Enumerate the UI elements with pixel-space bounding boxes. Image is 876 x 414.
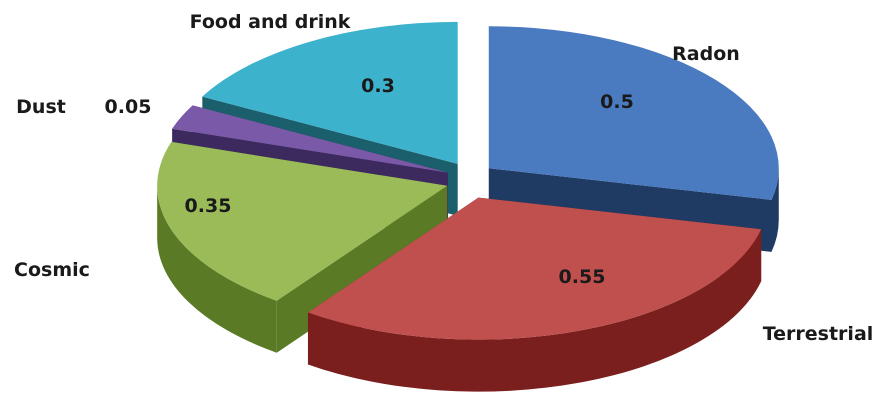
data-label-terrestrial: 0.55	[559, 266, 606, 288]
legend-label-terrestrial: Terrestrial	[763, 323, 874, 345]
slice-radon-top	[488, 26, 779, 200]
slice-cosmic-top	[157, 141, 448, 301]
data-label-food-and-drink: 0.3	[361, 75, 395, 97]
pie-slices	[157, 21, 779, 392]
data-label-cosmic: 0.35	[185, 195, 232, 217]
slice-cosmic-side	[157, 185, 277, 353]
legend-label-food-and-drink: Food and drink	[190, 11, 351, 33]
data-label-dust: 0.05	[105, 96, 152, 118]
pie-labels: Radon 0.5 Terrestrial 0.55 Cosmic 0.35 Dust 0.0…	[14, 11, 873, 345]
slice-terrestrial-top	[307, 197, 762, 340]
slice-terrestrial	[307, 197, 762, 392]
slice-dust-top	[172, 105, 448, 173]
data-label-radon: 0.5	[600, 91, 634, 113]
legend-label-radon: Radon	[672, 43, 740, 65]
legend-label-cosmic: Cosmic	[14, 259, 90, 281]
slice-terrestrial-side	[307, 229, 762, 392]
slice-radon-side	[771, 168, 779, 252]
legend-label-dust: Dust	[16, 96, 66, 118]
slice-food-and-drink-top	[202, 21, 458, 164]
